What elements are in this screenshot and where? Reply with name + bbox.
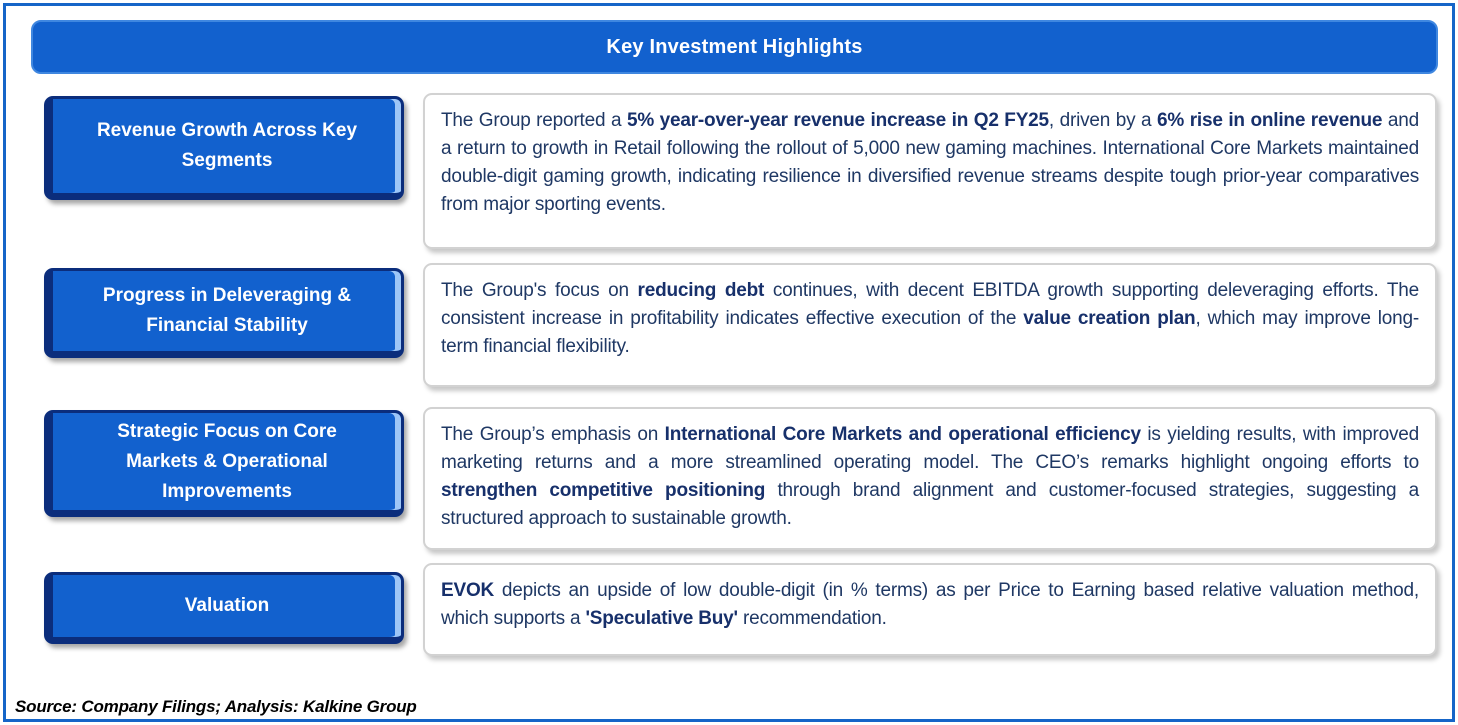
section-text-valuation: EVOK depicts an upside of low double-dig… xyxy=(423,563,1437,656)
section-paragraph: EVOK depicts an upside of low double-dig… xyxy=(441,580,1419,629)
section-text-deleveraging: The Group's focus on reducing debt conti… xyxy=(423,263,1437,387)
page-frame: Key Investment Highlights Revenue Growth… xyxy=(3,3,1455,722)
section-label-strategic-focus: Strategic Focus on Core Markets & Operat… xyxy=(44,410,404,517)
section-paragraph: The Group's focus on reducing debt conti… xyxy=(441,280,1419,357)
section-text-revenue-growth: The Group reported a 5% year-over-year r… xyxy=(423,93,1437,249)
section-label-text: Revenue Growth Across Key Segments xyxy=(96,120,358,171)
page-title: Key Investment Highlights xyxy=(606,35,863,58)
section-label-deleveraging: Progress in Deleveraging & Financial Sta… xyxy=(44,268,404,358)
section-label-text: Progress in Deleveraging & Financial Sta… xyxy=(102,285,352,336)
page-title-bar: Key Investment Highlights xyxy=(31,20,1438,74)
section-text-strategic-focus: The Group’s emphasis on International Co… xyxy=(423,407,1437,550)
section-label-text: Valuation xyxy=(184,595,270,616)
section-paragraph: The Group’s emphasis on International Co… xyxy=(441,424,1419,529)
section-label-text: Strategic Focus on Core Markets & Operat… xyxy=(117,420,337,502)
section-label-valuation: Valuation xyxy=(44,572,404,644)
source-note: Source: Company Filings; Analysis: Kalki… xyxy=(15,697,417,716)
section-label-revenue-growth: Revenue Growth Across Key Segments xyxy=(44,96,404,200)
section-paragraph: The Group reported a 5% year-over-year r… xyxy=(441,110,1419,215)
